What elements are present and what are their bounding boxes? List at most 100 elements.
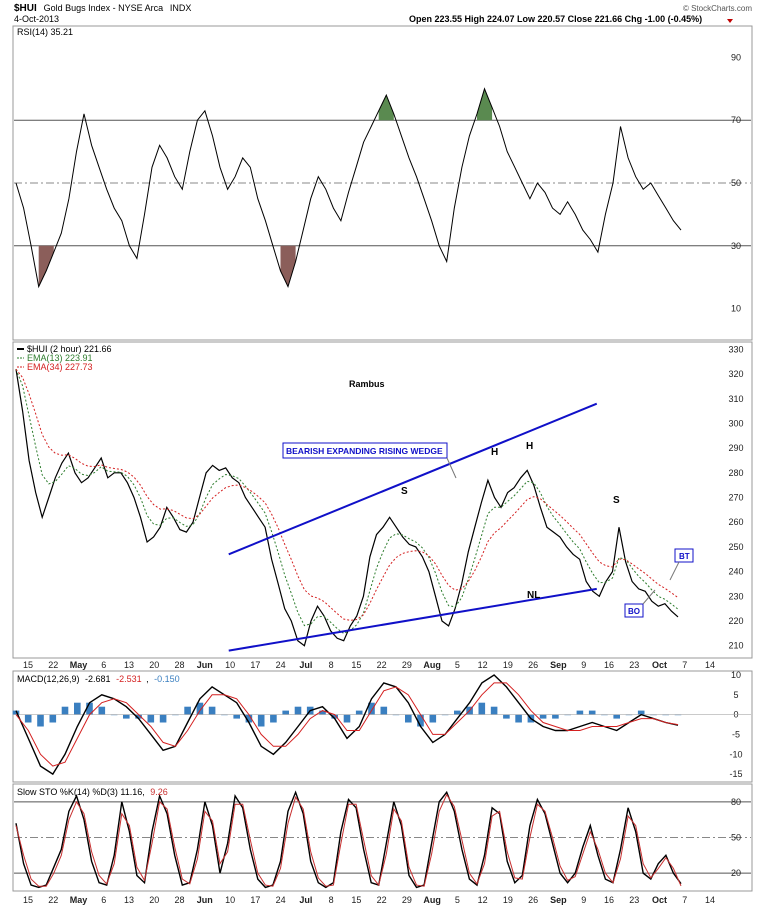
macd-hist-bar [196, 702, 204, 715]
annotation-bo: BO [624, 589, 656, 618]
price-tick-310: 310 [728, 394, 743, 404]
chart-date: 4-Oct-2013 [14, 14, 59, 24]
price-tick-210: 210 [728, 641, 743, 651]
sto-tick-50: 50 [731, 833, 741, 843]
rsi-guide-lines [14, 119, 751, 247]
rsi-oversold-fill [280, 245, 296, 287]
macd-line [15, 674, 679, 776]
lower-trendline [228, 587, 597, 652]
macd-hist-bar [368, 702, 375, 715]
macd-hist-bar [552, 714, 559, 719]
price-tick-240: 240 [728, 567, 743, 577]
macd-tick-neg5: -5 [732, 729, 740, 739]
x-label-2-12: 8 [329, 895, 334, 905]
macd-hist-bar [24, 714, 32, 723]
macd-hist-bar [12, 710, 20, 715]
price-legend-label: $HUI (2 hour) 221.66 [27, 344, 112, 354]
x-label-1-6: 28 [175, 660, 185, 670]
macd-hist-bar [233, 714, 240, 719]
macd-hist-bar [576, 710, 584, 715]
sto-d-line [15, 793, 682, 887]
x-label-2-13: 15 [351, 895, 361, 905]
x-label-1-4: 13 [124, 660, 134, 670]
x-label-1-7: Jun [197, 660, 213, 670]
rsi-tick-30: 30 [731, 241, 741, 251]
macd-signal-value: -2.531 [116, 674, 142, 684]
x-label-1-21: Sep [550, 660, 567, 670]
macd-hist-bar [319, 710, 326, 715]
macd-hist-bar [184, 706, 191, 715]
macd-hist-bar [588, 710, 596, 715]
price-tick-290: 290 [728, 443, 743, 453]
macd-hist-bar [355, 710, 363, 715]
x-label-1-19: 19 [503, 660, 513, 670]
sto-tick-80: 80 [731, 797, 741, 807]
price-tick-260: 260 [728, 517, 743, 527]
exchange: INDX [170, 3, 192, 13]
macd-legend-value: -2.681 [85, 674, 111, 684]
rsi-fills [38, 88, 493, 287]
x-label-1-18: 12 [478, 660, 488, 670]
x-label-1-9: 17 [250, 660, 260, 670]
macd-hist-bar [257, 714, 265, 727]
x-label-2-1: 22 [48, 895, 58, 905]
x-label-1-1: 22 [48, 660, 58, 670]
rsi-legend: RSI(14) 35.21 [17, 27, 73, 37]
macd-legend: MACD(12,26,9) -2.681 -2.531 , -0.150 [17, 674, 180, 684]
ohlc-readout: Open 223.55 High 224.07 Low 220.57 Close… [409, 14, 702, 24]
price-tick-330: 330 [728, 344, 743, 354]
x-label-2-21: Sep [550, 895, 567, 905]
x-label-1-20: 26 [528, 660, 538, 670]
macd-hist-bar [478, 702, 486, 715]
x-label-1-5: 20 [149, 660, 159, 670]
bo-pointer [642, 589, 656, 605]
credit: © StockCharts.com [683, 4, 752, 13]
x-label-1-2: May [70, 660, 88, 670]
macd-hist-bar [294, 706, 302, 715]
x-label-1-26: 7 [682, 660, 687, 670]
x-label-1-12: 8 [329, 660, 334, 670]
wedge-label-box [282, 442, 448, 459]
bo-box [624, 603, 644, 618]
ema13-line [15, 369, 679, 635]
chart-header: $HUI Gold Bugs Index - NYSE Arca INDX 4-… [14, 3, 752, 24]
price-tick-280: 280 [728, 468, 743, 478]
macd-signal-line [15, 682, 679, 767]
macd-hist-bar [637, 710, 645, 715]
macd-hist-bar [147, 714, 155, 723]
macd-hist-bar [123, 714, 130, 719]
ema34-line [15, 368, 679, 621]
price-tick-250: 250 [728, 542, 743, 552]
sto-legend-label: Slow STO %K(14) %D(3) 11.16, [17, 787, 145, 797]
macd-tick-neg10: -10 [729, 749, 742, 759]
down-arrow-icon [727, 19, 733, 23]
x-label-1-11: Jul [299, 660, 312, 670]
panel-frames [12, 25, 753, 892]
macd-legend-name: MACD(12,26,9) [17, 674, 80, 684]
x-label-1-24: 23 [629, 660, 639, 670]
sto-tick-20: 20 [731, 868, 741, 878]
x-label-2-5: 20 [149, 895, 159, 905]
x-label-1-27: 14 [705, 660, 715, 670]
macd-hist-value: -0.150 [154, 674, 180, 684]
index-name: Gold Bugs Index - NYSE Arca [44, 3, 164, 13]
x-label-2-10: 24 [276, 895, 286, 905]
x-label-2-18: 12 [478, 895, 488, 905]
x-label-2-7: Jun [197, 895, 213, 905]
upper-trendline [228, 402, 598, 556]
rsi-panel-frame [12, 25, 753, 341]
x-label-2-9: 17 [250, 895, 260, 905]
x-label-1-23: 16 [604, 660, 614, 670]
ema13-legend-label: EMA(13) 223.91 [27, 353, 93, 363]
macd-hist-bar [429, 714, 437, 723]
macd-hist-bar [245, 714, 253, 723]
annotation-h2: H [526, 441, 533, 452]
rsi-overbought-fill [477, 88, 493, 121]
x-label-2-6: 28 [175, 895, 185, 905]
sto-legend: Slow STO %K(14) %D(3) 11.16, 9.26 [17, 787, 168, 797]
macd-hist-bar [454, 710, 461, 715]
x-label-2-24: 23 [629, 895, 639, 905]
x-label-2-0: 15 [23, 895, 33, 905]
bo-label: BO [628, 607, 640, 616]
